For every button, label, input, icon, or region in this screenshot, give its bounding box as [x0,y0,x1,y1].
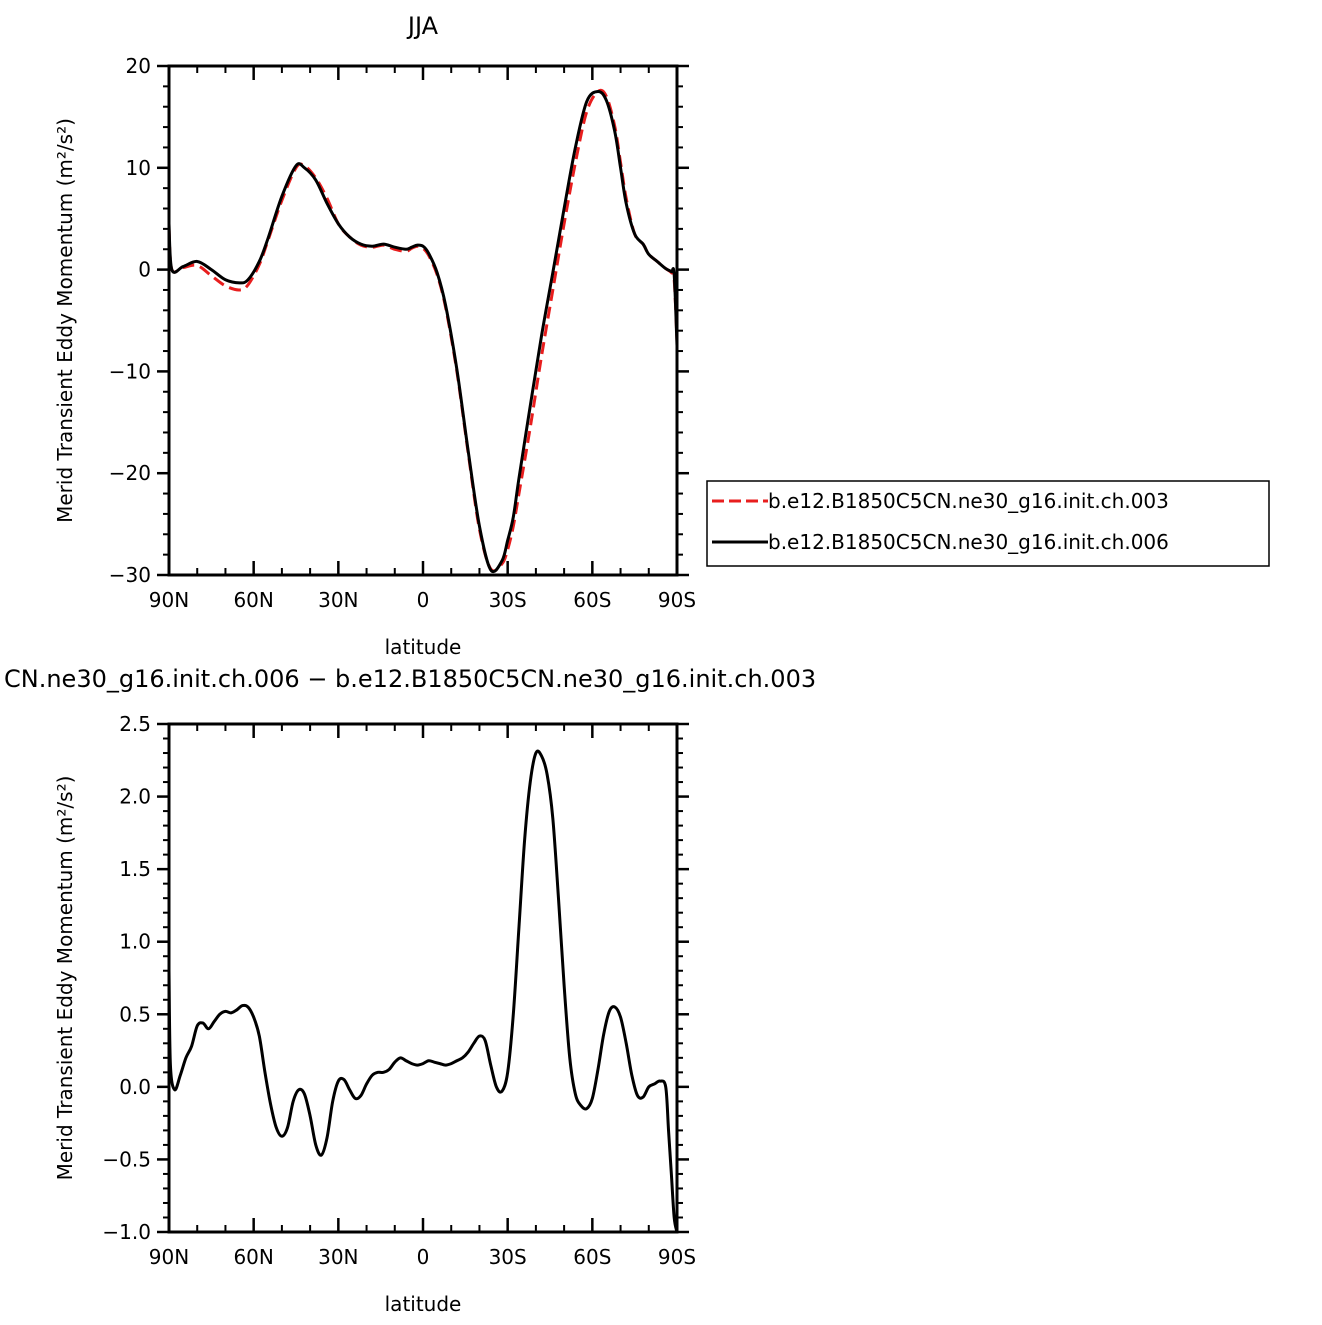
legend-label: b.e12.B1850C5CN.ne30_g16.init.ch.006 [768,530,1169,554]
y-tick-label: 10 [126,156,151,180]
y-tick-label: 0 [138,258,151,282]
y-tick-label: 1.5 [119,857,151,881]
series-line-1 [169,88,677,573]
y-tick-label: −20 [109,461,151,485]
y-tick-label: 0.0 [119,1075,151,1099]
x-tick-label: 0 [417,588,430,612]
x-axis-title: latitude [385,1292,462,1316]
chart-title: JJA [406,12,439,40]
y-axis-title: Merid Transient Eddy Momentum (m²/s²) [53,118,77,523]
y-tick-label: −30 [109,563,151,587]
x-tick-label: 60N [233,588,273,612]
chart-2: 90N 60N 30N 0 30S 60S 90S −1.0 −0.5 0.0 0.5 1.0 1.5 2… [4,665,816,1316]
y-tick-label: 0.5 [119,1002,151,1026]
legend: b.e12.B1850C5CN.ne30_g16.init.ch.003 b.e1… [706,480,1270,567]
y-tick-label: −1.0 [102,1220,151,1244]
chart-1: 90N 60N 30N 0 30S 60S 90S −30 −20 −10 0 10 20 JJA lati… [53,12,1270,659]
y-tick-label: −0.5 [102,1147,151,1171]
x-tick-label: 30N [318,1245,358,1269]
y-tick-label: −10 [109,359,151,383]
x-axis: 90N 60N 30N 0 30S 60S 90S [149,724,696,1269]
series-line-2 [169,89,677,574]
series-group [169,749,677,1232]
x-tick-label: 90N [149,588,189,612]
y-tick-label: 2.5 [119,712,151,736]
x-tick-label: 60N [233,1245,273,1269]
x-tick-label: 30S [489,1245,527,1269]
x-tick-label: 90S [658,1245,696,1269]
legend-box [706,480,1270,567]
x-tick-label: 60S [573,588,611,612]
x-tick-label: 90N [149,1245,189,1269]
y-tick-label: 2.0 [119,785,151,809]
plot-frame [167,722,679,1234]
x-tick-label: 90S [658,588,696,612]
y-tick-label: 1.0 [119,930,151,954]
legend-label: b.e12.B1850C5CN.ne30_g16.init.ch.003 [768,489,1169,513]
series-line-1 [169,749,677,1232]
x-tick-label: 60S [573,1245,611,1269]
x-axis: 90N 60N 30N 0 30S 60S 90S [149,66,696,612]
y-axis: −1.0 −0.5 0.0 0.5 1.0 1.5 2.0 2.5 [102,712,689,1244]
y-tick-label: 20 [126,54,151,78]
x-tick-label: 0 [417,1245,430,1269]
y-axis: −30 −20 −10 0 10 20 [109,54,689,587]
chart-title: CN.ne30_g16.init.ch.006 − b.e12.B1850C5C… [4,665,816,693]
plot-frame [167,64,679,577]
y-axis-title: Merid Transient Eddy Momentum (m²/s²) [53,776,77,1181]
x-tick-label: 30S [489,588,527,612]
x-tick-label: 30N [318,588,358,612]
x-axis-title: latitude [385,635,462,659]
series-group [169,88,677,574]
